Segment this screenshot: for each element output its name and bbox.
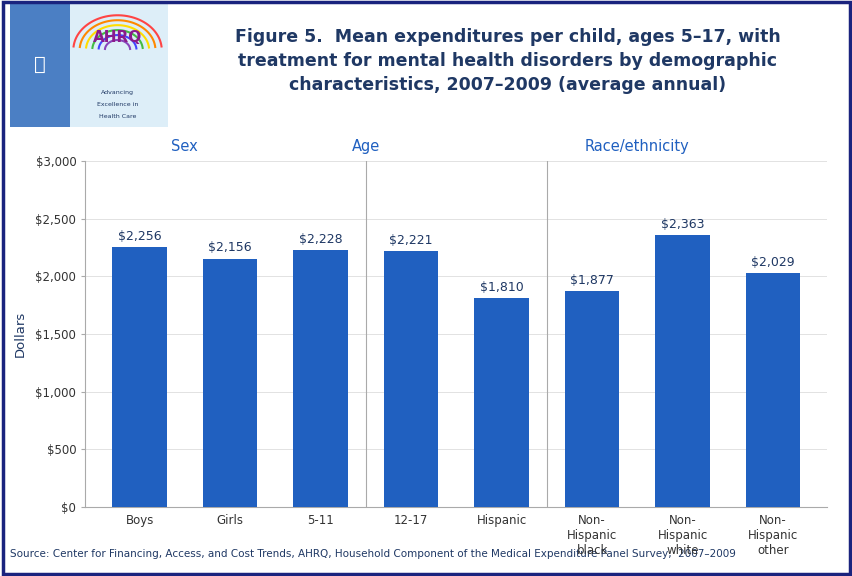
Bar: [203, 259, 257, 507]
Bar: [474, 298, 528, 507]
Text: Advancing: Advancing: [101, 89, 134, 94]
Text: $2,221: $2,221: [389, 234, 432, 247]
Text: $2,363: $2,363: [660, 218, 704, 230]
Text: Health Care: Health Care: [99, 114, 136, 119]
FancyBboxPatch shape: [70, 3, 168, 127]
Text: Race/ethnicity: Race/ethnicity: [584, 139, 689, 154]
Text: AHRQ: AHRQ: [93, 30, 142, 45]
Text: $1,810: $1,810: [479, 281, 523, 294]
Bar: [564, 291, 619, 507]
Bar: [746, 273, 799, 507]
Text: Excellence in: Excellence in: [97, 102, 138, 107]
Bar: [293, 250, 348, 507]
Text: $2,256: $2,256: [118, 230, 161, 243]
Text: Figure 5.  Mean expenditures per child, ages 5–17, with
treatment for mental hea: Figure 5. Mean expenditures per child, a…: [234, 28, 780, 93]
Bar: [383, 251, 438, 507]
Text: $2,029: $2,029: [751, 256, 794, 269]
Text: $1,877: $1,877: [569, 274, 613, 287]
Text: Source: Center for Financing, Access, and Cost Trends, AHRQ, Household Component: Source: Center for Financing, Access, an…: [10, 549, 735, 559]
Bar: [654, 234, 709, 507]
Y-axis label: Dollars: Dollars: [14, 311, 27, 357]
FancyBboxPatch shape: [10, 3, 70, 127]
Bar: [112, 247, 166, 507]
Text: 🦅: 🦅: [34, 55, 46, 74]
Text: Age: Age: [351, 139, 379, 154]
Text: Sex: Sex: [171, 139, 198, 154]
Text: $2,156: $2,156: [208, 241, 251, 255]
Text: $2,228: $2,228: [298, 233, 342, 246]
